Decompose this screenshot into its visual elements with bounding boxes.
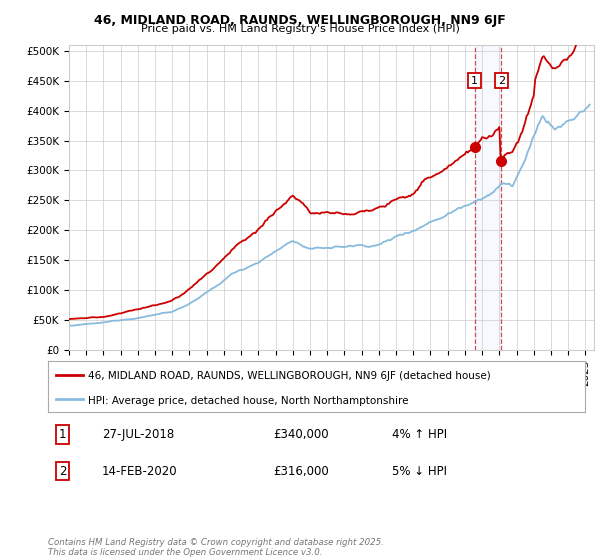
Text: 27-JUL-2018: 27-JUL-2018 xyxy=(102,428,174,441)
Text: 46, MIDLAND ROAD, RAUNDS, WELLINGBOROUGH, NN9 6JF: 46, MIDLAND ROAD, RAUNDS, WELLINGBOROUGH… xyxy=(94,14,506,27)
Text: 2: 2 xyxy=(498,76,505,86)
Text: Price paid vs. HM Land Registry's House Price Index (HPI): Price paid vs. HM Land Registry's House … xyxy=(140,24,460,34)
Text: Contains HM Land Registry data © Crown copyright and database right 2025.
This d: Contains HM Land Registry data © Crown c… xyxy=(48,538,384,557)
Text: 46, MIDLAND ROAD, RAUNDS, WELLINGBOROUGH, NN9 6JF (detached house): 46, MIDLAND ROAD, RAUNDS, WELLINGBOROUGH… xyxy=(88,371,491,381)
Text: 5% ↓ HPI: 5% ↓ HPI xyxy=(392,464,446,478)
Text: 4% ↑ HPI: 4% ↑ HPI xyxy=(392,428,447,441)
Bar xyxy=(475,45,502,350)
Text: HPI: Average price, detached house, North Northamptonshire: HPI: Average price, detached house, Nort… xyxy=(88,395,409,405)
Text: £316,000: £316,000 xyxy=(274,464,329,478)
Text: 1: 1 xyxy=(471,76,478,86)
Text: 2: 2 xyxy=(59,464,66,478)
Text: 14-FEB-2020: 14-FEB-2020 xyxy=(102,464,178,478)
Text: 1: 1 xyxy=(59,428,66,441)
Text: £340,000: £340,000 xyxy=(274,428,329,441)
